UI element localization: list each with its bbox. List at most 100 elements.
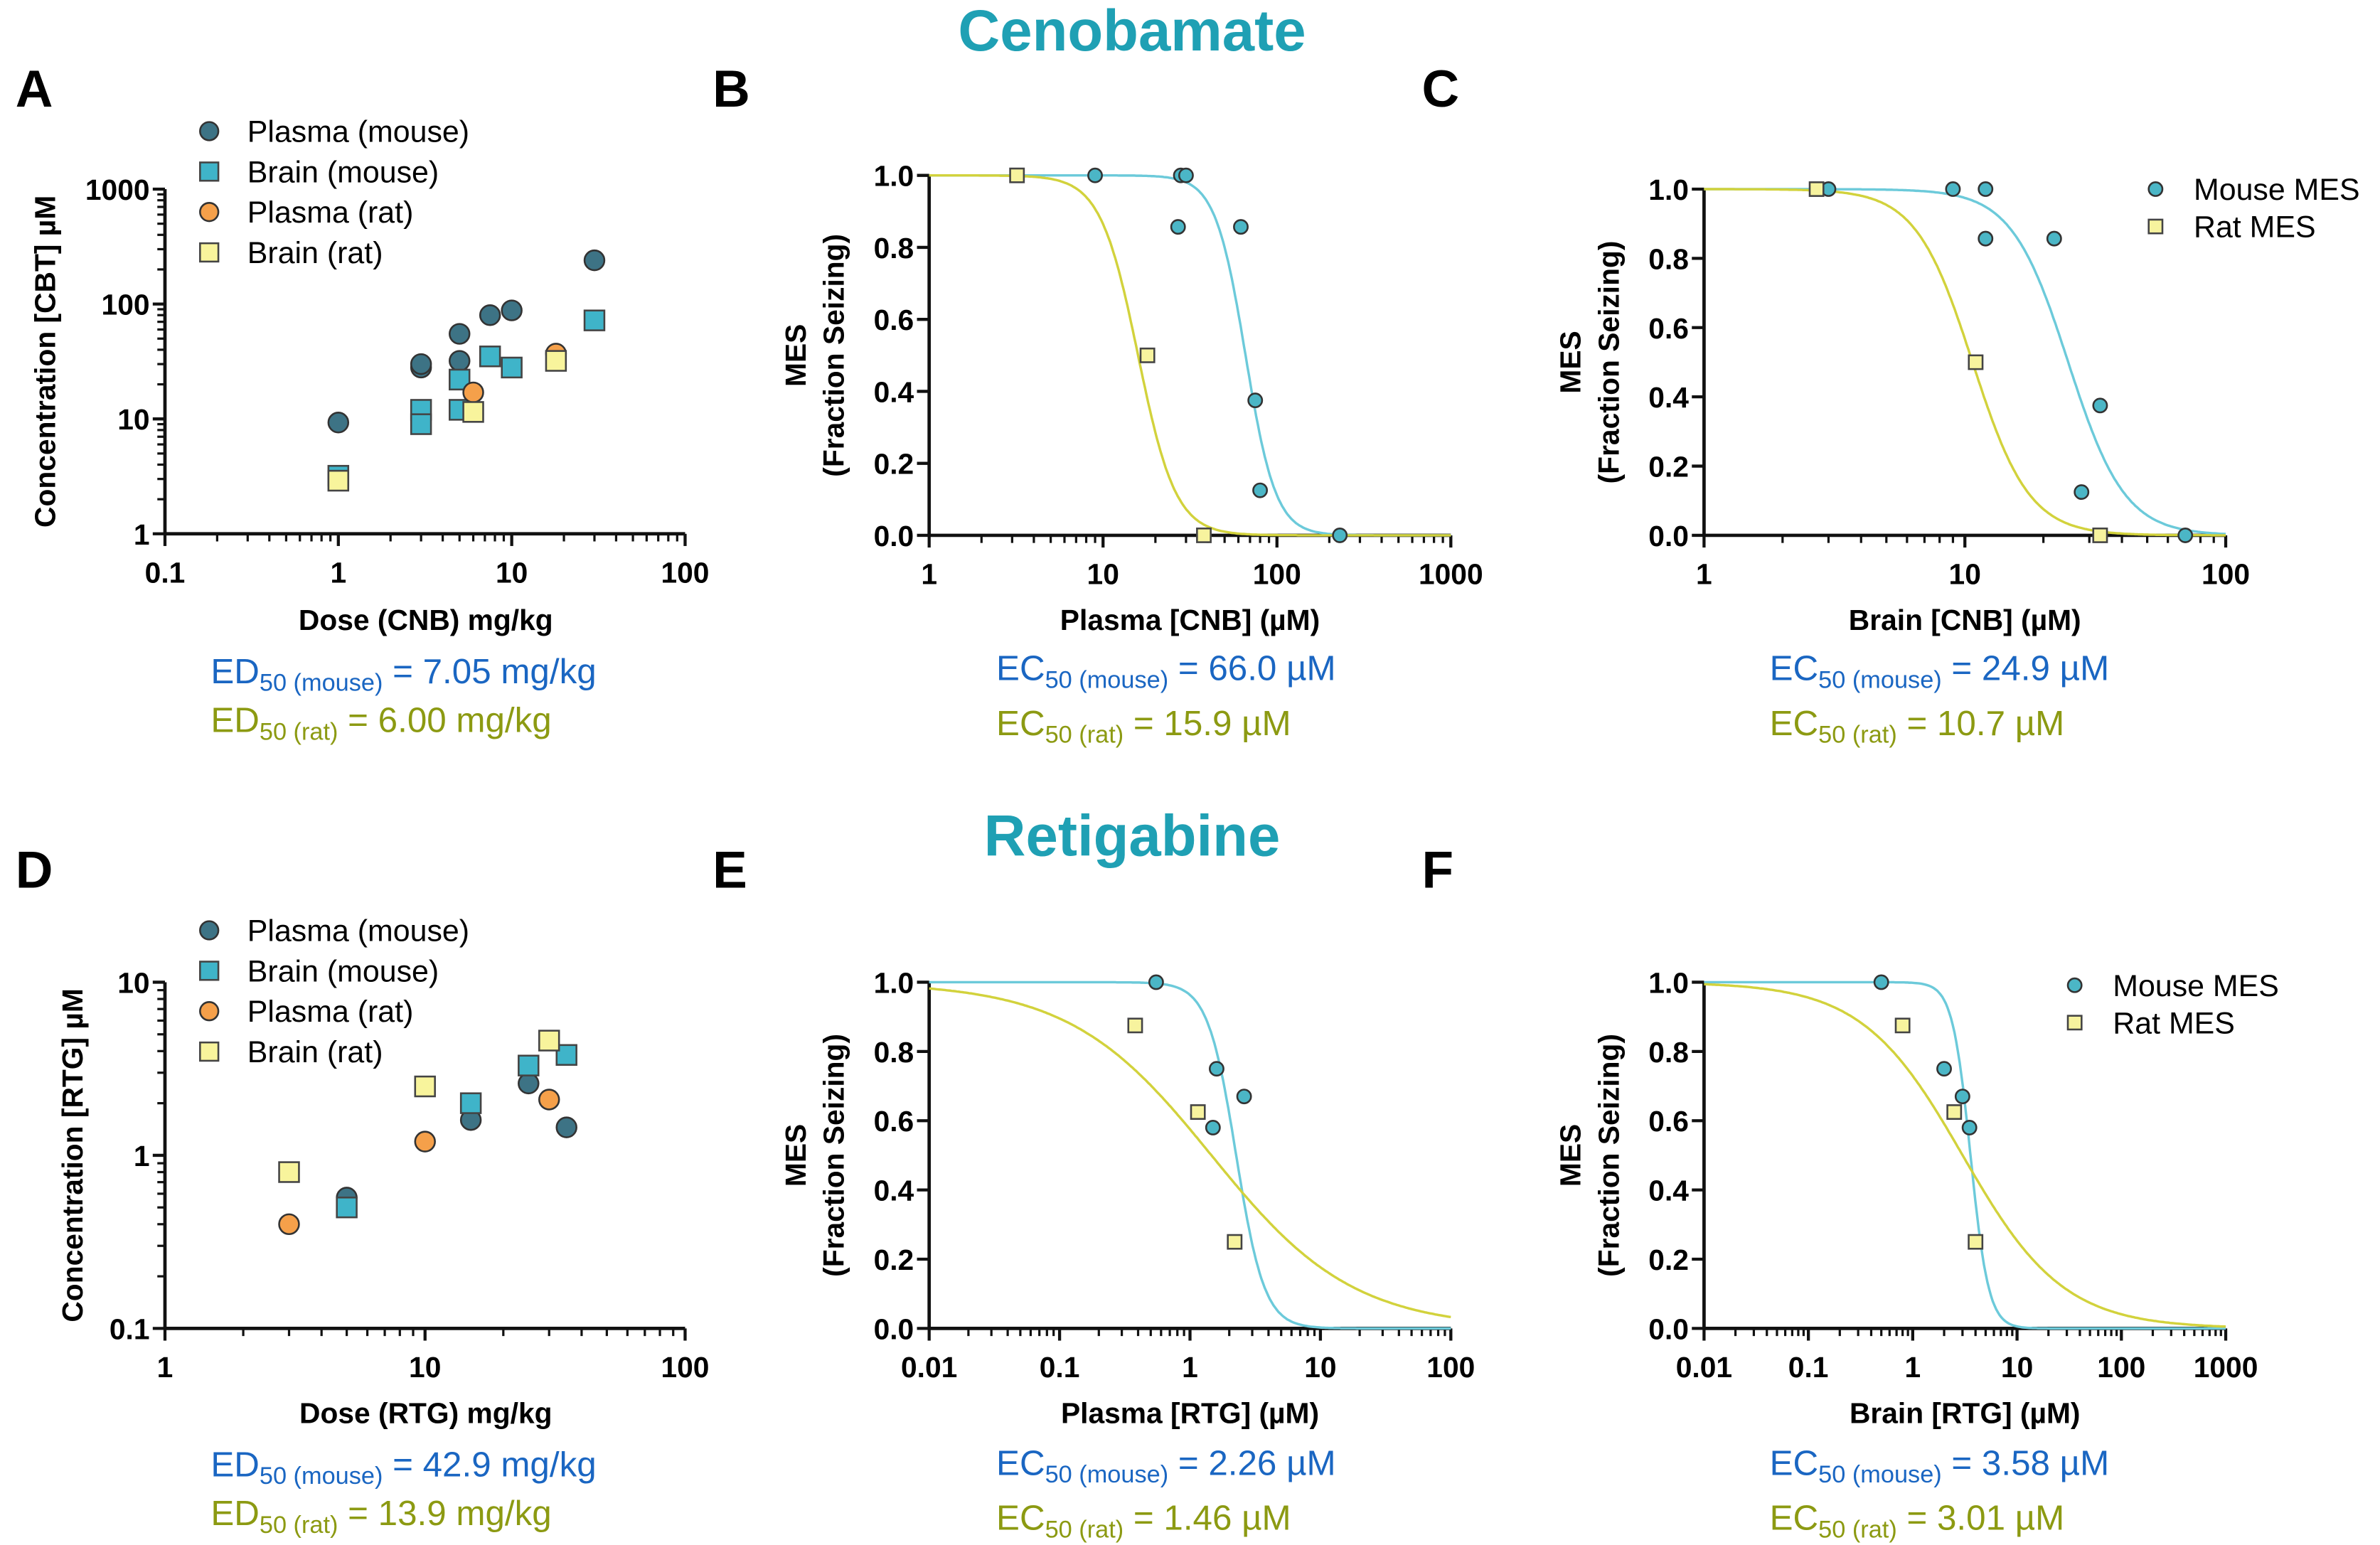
x-tick-label: 1000 <box>1419 558 1483 591</box>
y-tick-label: 0.6 <box>874 1105 914 1138</box>
result-subscript: 50 (mouse) <box>1818 1461 1942 1488</box>
y-axis-label: MES <box>779 324 812 387</box>
y-tick-label: 0.0 <box>874 1313 914 1345</box>
data-point-mouse-mes <box>1961 1120 1978 1135</box>
y-tick-label: 0.4 <box>874 1175 914 1207</box>
result-text: EC50 (rat) = 1.46 µM <box>996 1499 1291 1544</box>
y-axis-label: MES <box>779 1124 812 1187</box>
result-prefix: EC <box>1770 649 1819 688</box>
result-value: = 42.9 mg/kg <box>383 1445 596 1484</box>
result-subscript: 50 (rat) <box>1045 722 1124 749</box>
y-tick-label: 0.8 <box>874 232 914 264</box>
y-tick-label: 0.6 <box>1648 312 1689 345</box>
result-subscript: 50 (rat) <box>260 718 338 745</box>
x-axis-label: Brain [CNB] (µM) <box>1849 604 2081 636</box>
result-prefix: EC <box>996 704 1045 743</box>
data-point-rat-mes <box>2092 527 2108 543</box>
fit-curve-rat-mes <box>1704 188 2226 537</box>
result-value: = 1.46 µM <box>1124 1499 1291 1538</box>
panel-c: C 1 10 100 0.0 0.2 0.4 0.6 0.8 1.0 Brain [CNB] (µM… <box>1422 60 2360 749</box>
legend-marker <box>199 161 220 182</box>
data-point-plasma-mouse <box>555 1116 577 1138</box>
result-value: = 13.9 mg/kg <box>338 1494 551 1533</box>
x-tick-label: 10 <box>1087 558 1119 591</box>
y-tick-label: 1000 <box>85 173 150 206</box>
y-tick-label: 1 <box>134 1140 150 1172</box>
legend-label: Rat MES <box>2113 1006 2235 1040</box>
data-point-plasma-mouse <box>410 353 432 375</box>
x-tick-label: 1 <box>330 556 346 589</box>
data-point-rat-mes <box>1127 1017 1143 1034</box>
result-subscript: 50 (mouse) <box>1818 666 1942 693</box>
y-tick-label: 1 <box>134 518 150 551</box>
y-axis-label: (Fraction Seizing) <box>1592 1034 1625 1277</box>
y-axis-label: Concentration [RTG] µM <box>56 988 89 1322</box>
result-subscript: 50 (rat) <box>1045 1516 1124 1543</box>
data-point-brain-mouse <box>501 356 523 379</box>
legend-marker <box>2066 1015 2083 1031</box>
data-point-plasma-mouse <box>479 304 501 326</box>
y-tick-label: 0.2 <box>874 448 914 481</box>
x-tick-label: 0.1 <box>1788 1351 1829 1384</box>
data-point-rat-mes <box>1190 1104 1206 1120</box>
x-tick-label: 0.01 <box>1676 1351 1732 1384</box>
data-point-mouse-mes <box>1978 181 1994 197</box>
result-value: = 6.00 mg/kg <box>338 701 551 740</box>
y-tick-label: 0.6 <box>874 304 914 336</box>
x-tick-label: 1 <box>1696 558 1712 591</box>
panel-letter: C <box>1422 60 1460 118</box>
data-point-brain-rat <box>462 401 484 423</box>
x-tick-label: 100 <box>1426 1351 1475 1384</box>
fit-curve-rat-mes <box>1704 983 2226 1328</box>
legend-marker <box>199 961 220 981</box>
result-prefix: EC <box>996 1443 1045 1482</box>
data-point-rat-mes <box>1009 167 1025 183</box>
y-tick-label: 0.8 <box>1648 1036 1689 1069</box>
data-point-plasma-rat <box>538 1089 560 1111</box>
result-subscript: 50 (mouse) <box>260 1463 383 1490</box>
data-point-brain-mouse <box>518 1054 540 1076</box>
result-value: = 24.9 µM <box>1942 649 2109 688</box>
y-tick-label: 1.0 <box>1648 966 1689 999</box>
data-point-brain-rat <box>414 1075 436 1098</box>
data-point-mouse-mes <box>2046 230 2062 247</box>
data-point-plasma-mouse <box>449 350 471 372</box>
data-point-rat-mes <box>1139 347 1156 363</box>
y-tick-label: 0.2 <box>1648 451 1689 483</box>
x-tick-label: 100 <box>2097 1351 2145 1384</box>
y-tick-label: 100 <box>102 289 150 321</box>
result-prefix: EC <box>1770 704 1819 743</box>
fit-curve-mouse-mes <box>929 173 1451 537</box>
legend-marker <box>199 202 220 223</box>
y-tick-label: 0.4 <box>1648 381 1689 414</box>
y-tick-label: 0.2 <box>874 1244 914 1276</box>
legend-label: Mouse MES <box>2194 173 2360 207</box>
data-point-plasma-mouse <box>518 1072 540 1095</box>
data-point-mouse-mes <box>1252 482 1269 498</box>
data-point-mouse-mes <box>1945 181 1961 197</box>
data-point-mouse-mes <box>1978 230 1994 247</box>
data-point-mouse-mes <box>1205 1120 1221 1135</box>
legend-label: Mouse MES <box>2113 969 2279 1003</box>
legend-marker <box>2147 218 2164 235</box>
legend-label: Brain (mouse) <box>247 155 439 189</box>
data-point-rat-mes <box>1196 527 1212 543</box>
x-axis-label: Dose (RTG) mg/kg <box>299 1396 552 1429</box>
result-prefix: EC <box>1770 1499 1819 1538</box>
legend-label: Brain (rat) <box>247 1035 383 1069</box>
panel-f: F 0.01 0.1 1 10 100 1000 0.0 0.2 0.4 0.6 0.8 1.0 Brai… <box>1422 841 2279 1543</box>
result-text: EC50 (rat) = 15.9 µM <box>996 704 1291 749</box>
y-axis-label: (Fraction Seizing) <box>818 1034 850 1277</box>
legend-marker <box>199 242 220 263</box>
data-point-brain-rat <box>278 1161 300 1183</box>
y-axis-label: MES <box>1554 1124 1587 1187</box>
data-point-mouse-mes <box>2092 397 2108 414</box>
data-point-plasma-rat <box>414 1130 436 1153</box>
x-axis-label: Plasma [CNB] (µM) <box>1060 604 1320 636</box>
x-tick-label: 10 <box>2001 1351 2033 1384</box>
data-point-rat-mes <box>1968 354 1984 370</box>
x-axis-label: Brain [RTG] (µM) <box>1850 1396 2081 1429</box>
y-axis-label: Concentration [CBT] µM <box>29 196 62 528</box>
